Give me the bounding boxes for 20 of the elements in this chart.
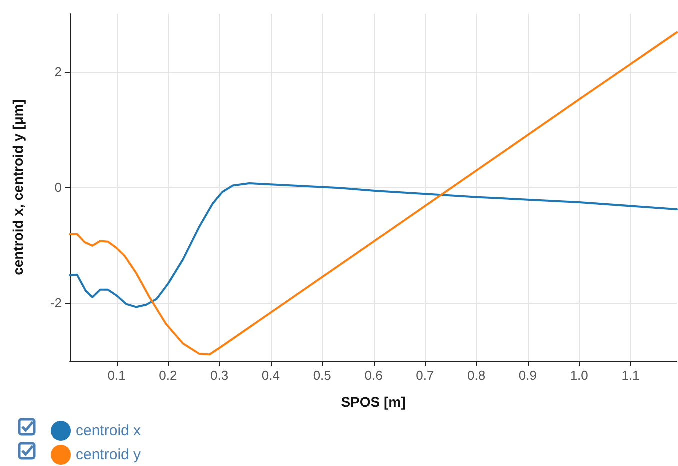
- x-tick-label: 0.3: [210, 368, 229, 383]
- x-tick-label: 0.9: [518, 368, 537, 383]
- y-tick-label: 0: [54, 180, 62, 195]
- x-tick-label: 0.5: [313, 368, 332, 383]
- x-tick-label: 0.2: [159, 368, 178, 383]
- y-tick-label: 2: [54, 64, 62, 80]
- x-tick-label: 0.6: [364, 368, 383, 383]
- x-tick-label: 0.7: [416, 368, 434, 383]
- x-tick-label: 0.8: [468, 368, 486, 383]
- x-axis-title: SPOS [m]: [341, 394, 406, 410]
- legend-label: centroid x: [76, 422, 142, 440]
- y-tick-label: -2: [50, 296, 62, 311]
- x-tick-label: 0.4: [262, 368, 280, 383]
- x-tick-label: 1.1: [622, 368, 640, 383]
- line-series: [69, 32, 678, 356]
- line-series: [69, 182, 678, 308]
- x-tick-label: 1.0: [570, 368, 588, 383]
- x-tick-label: 0.1: [108, 368, 126, 383]
- legend-label: centroid y: [76, 446, 142, 464]
- y-axis-title: centroid x, centroid y [μm]: [10, 100, 26, 276]
